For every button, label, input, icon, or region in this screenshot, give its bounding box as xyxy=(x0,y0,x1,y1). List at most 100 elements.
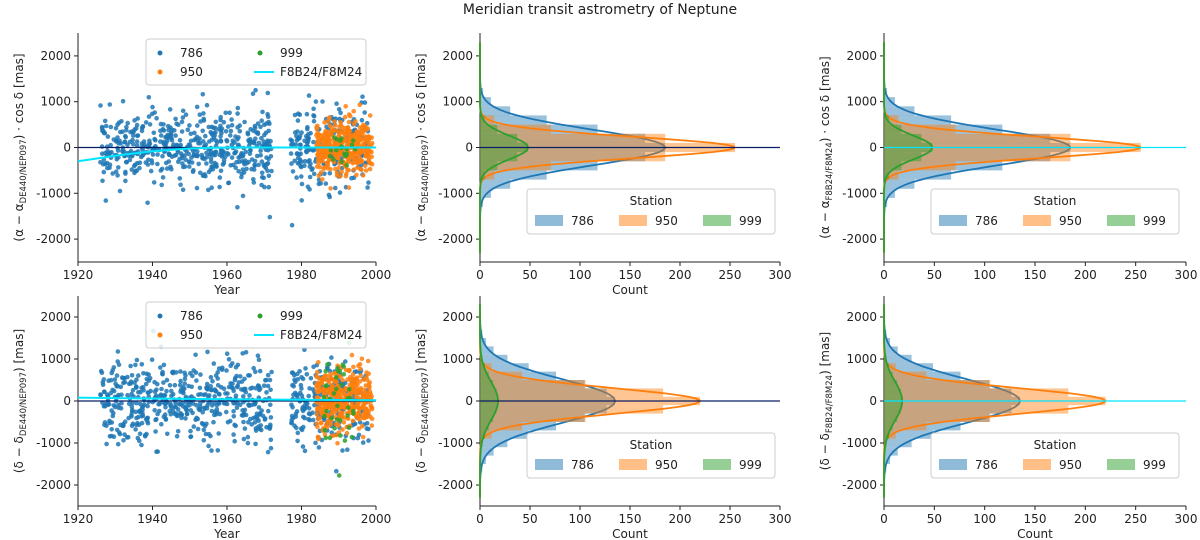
point-786 xyxy=(113,126,119,131)
point-786 xyxy=(195,149,200,154)
point-786 xyxy=(231,432,236,437)
point-786 xyxy=(262,132,267,138)
point-786 xyxy=(245,131,251,137)
point-786 xyxy=(99,144,105,149)
y-tick-label: -1000 xyxy=(842,436,877,450)
point-786 xyxy=(215,376,220,381)
point-950 xyxy=(332,410,338,415)
point-950 xyxy=(360,434,366,440)
point-786 xyxy=(289,402,294,408)
point-786 xyxy=(136,414,141,420)
x-tick-label: 1920 xyxy=(63,512,94,526)
point-950 xyxy=(315,158,321,163)
point-786 xyxy=(299,198,305,203)
hist-bar-786 xyxy=(884,413,990,422)
point-786 xyxy=(116,392,121,398)
point-786 xyxy=(265,168,270,174)
point-950 xyxy=(322,141,327,146)
x-tick-label: 150 xyxy=(1024,512,1047,526)
point-786 xyxy=(126,401,132,407)
y-tick-label: 2000 xyxy=(40,310,71,324)
point-786 xyxy=(311,118,317,124)
point-786 xyxy=(117,138,122,144)
point-786 xyxy=(208,375,214,380)
y-tick-label: 1000 xyxy=(846,95,877,109)
point-786 xyxy=(175,413,181,418)
point-786 xyxy=(242,376,247,382)
point-786 xyxy=(123,134,128,140)
point-950 xyxy=(359,131,365,137)
point-786 xyxy=(206,443,211,449)
hist-bar-999 xyxy=(480,380,494,389)
point-950 xyxy=(341,420,347,425)
point-786 xyxy=(110,368,115,373)
point-786 xyxy=(164,166,170,171)
point-786 xyxy=(329,355,334,360)
point-786 xyxy=(147,375,153,381)
hist-bar-999 xyxy=(884,363,889,372)
point-786 xyxy=(173,370,179,375)
point-950 xyxy=(363,406,368,411)
panel-top-left: -2000 -1000 0 1000 2000 1920 1940 1960 1980 2000 Y… xyxy=(12,33,391,297)
point-950 xyxy=(339,414,345,420)
point-950 xyxy=(367,380,373,385)
point-786 xyxy=(239,174,244,180)
point-786 xyxy=(345,447,350,453)
point-786 xyxy=(194,378,199,383)
point-950 xyxy=(355,165,360,170)
point-786 xyxy=(322,417,327,423)
point-999 xyxy=(331,391,337,396)
point-950 xyxy=(358,373,364,379)
point-999 xyxy=(349,142,355,148)
point-950 xyxy=(342,133,348,139)
point-786 xyxy=(196,392,201,398)
point-786 xyxy=(255,130,261,135)
point-999 xyxy=(328,147,334,153)
point-999 xyxy=(322,413,327,419)
point-786 xyxy=(179,415,184,421)
legend-label: 786 xyxy=(571,214,594,228)
point-786 xyxy=(189,160,195,165)
hist-bar-786 xyxy=(480,438,508,448)
point-786 xyxy=(201,111,206,116)
point-786 xyxy=(135,116,140,121)
point-786 xyxy=(295,377,301,382)
point-786 xyxy=(202,423,208,429)
point-786 xyxy=(177,176,183,181)
point-950 xyxy=(346,112,352,117)
point-786 xyxy=(266,173,272,179)
point-786 xyxy=(129,423,135,429)
point-999 xyxy=(339,382,344,388)
hist-bar-999 xyxy=(480,405,497,414)
point-950 xyxy=(332,119,337,124)
point-786 xyxy=(154,417,159,422)
point-950 xyxy=(350,418,356,424)
point-786 xyxy=(101,169,107,175)
point-950 xyxy=(346,119,352,125)
point-950 xyxy=(346,368,352,374)
hist-bar-950 xyxy=(480,133,666,143)
point-786 xyxy=(264,424,269,430)
point-786 xyxy=(193,352,198,358)
hist-bar-786 xyxy=(480,371,556,380)
point-786 xyxy=(140,152,146,158)
point-786 xyxy=(302,159,308,164)
point-786 xyxy=(228,363,233,369)
point-786 xyxy=(302,406,307,412)
point-786 xyxy=(115,441,121,447)
point-786 xyxy=(248,416,253,422)
hist-bar-786 xyxy=(480,346,494,355)
point-786 xyxy=(117,188,123,194)
point-786 xyxy=(209,185,214,190)
point-786 xyxy=(217,184,222,190)
point-786 xyxy=(253,87,258,93)
point-786 xyxy=(191,368,196,373)
point-999 xyxy=(338,433,343,438)
point-786 xyxy=(299,174,304,179)
hist-bar-786 xyxy=(480,447,494,456)
point-786 xyxy=(125,393,130,398)
point-786 xyxy=(291,392,296,398)
point-786 xyxy=(134,400,139,406)
hist-bar-786 xyxy=(884,430,933,439)
point-786 xyxy=(164,377,170,383)
